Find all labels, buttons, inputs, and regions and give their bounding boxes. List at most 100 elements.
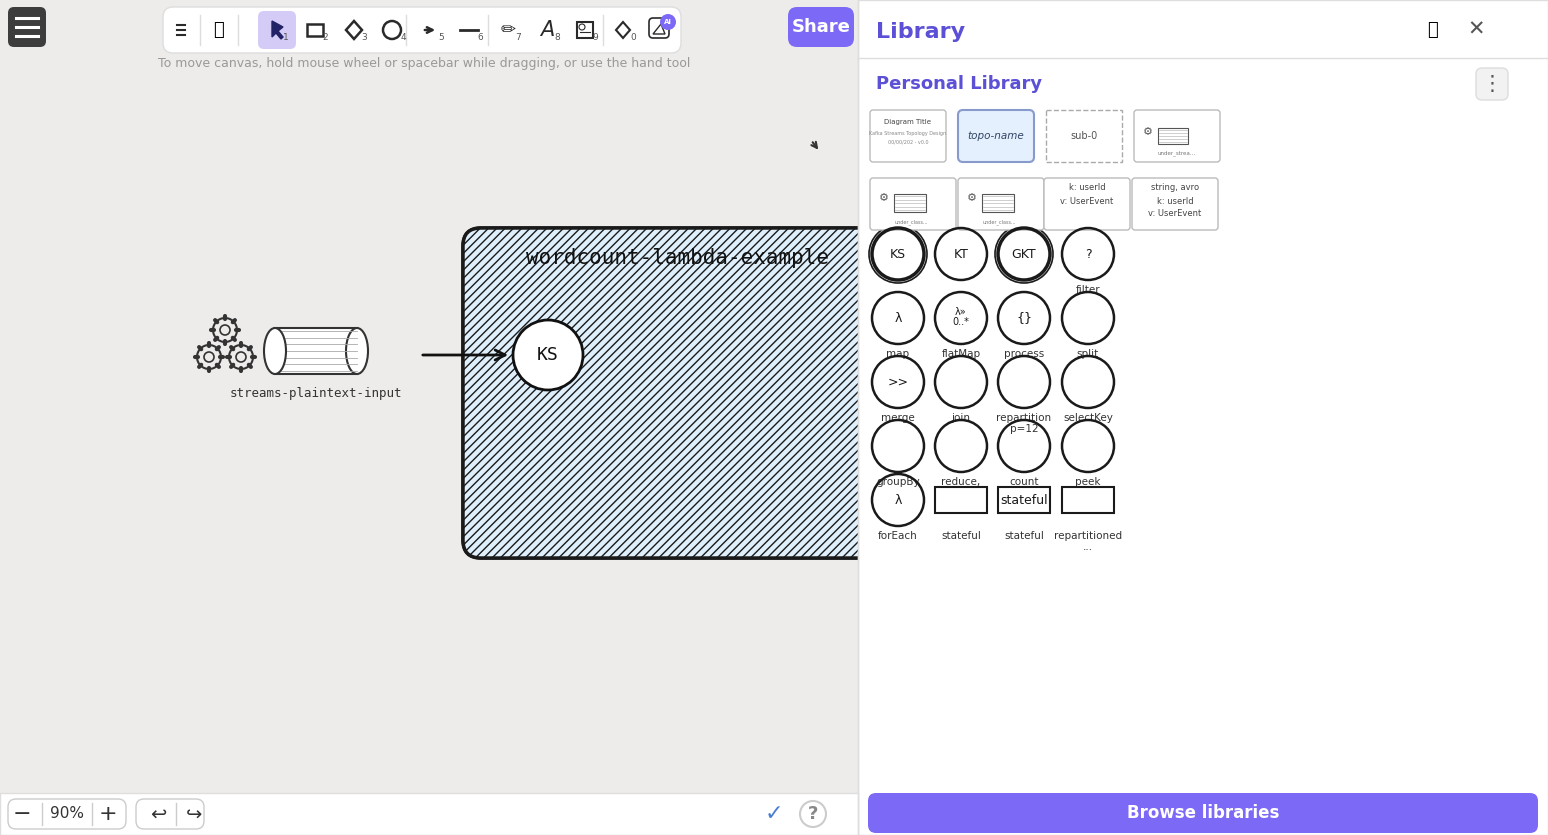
Text: 9: 9 — [593, 33, 598, 43]
Text: 3: 3 — [361, 33, 367, 43]
Text: selectKey: selectKey — [1063, 413, 1113, 423]
Text: KS: KS — [537, 346, 559, 364]
FancyBboxPatch shape — [8, 7, 46, 47]
FancyBboxPatch shape — [136, 799, 204, 829]
Text: Browse libraries: Browse libraries — [1127, 804, 1279, 822]
Bar — [0, 0, 858, 835]
Text: AI: AI — [664, 19, 672, 25]
Text: ✏: ✏ — [500, 21, 515, 39]
Text: filter: filter — [1076, 285, 1101, 295]
Text: Diagram Title: Diagram Title — [884, 119, 932, 125]
Text: p=12: p=12 — [1009, 424, 1039, 434]
Text: topo-name: topo-name — [968, 131, 1025, 141]
Text: join: join — [952, 413, 971, 423]
Text: 7: 7 — [515, 33, 520, 43]
Text: ✕: ✕ — [1468, 20, 1485, 40]
Text: 6: 6 — [477, 33, 483, 43]
Bar — [998, 487, 1050, 513]
FancyBboxPatch shape — [868, 793, 1539, 833]
Text: 00/00/202 - v0.0: 00/00/202 - v0.0 — [887, 139, 929, 144]
Bar — [895, 194, 926, 212]
Text: ↩: ↩ — [150, 804, 166, 823]
FancyBboxPatch shape — [163, 7, 681, 53]
Text: v: UserEvent: v: UserEvent — [1149, 210, 1201, 219]
Text: Share: Share — [791, 18, 850, 36]
FancyBboxPatch shape — [463, 228, 893, 558]
Text: ...: ... — [1084, 542, 1093, 552]
Text: stateful: stateful — [1005, 531, 1043, 541]
FancyBboxPatch shape — [958, 110, 1034, 162]
Text: KT: KT — [954, 247, 969, 261]
Text: Library: Library — [876, 22, 964, 42]
Text: forEach: forEach — [878, 531, 918, 541]
Text: groupBy: groupBy — [876, 477, 920, 487]
Text: 4: 4 — [401, 33, 406, 43]
Text: GKT: GKT — [1012, 247, 1036, 261]
Text: λ»: λ» — [955, 307, 968, 317]
Text: A: A — [540, 20, 554, 40]
Text: 90%: 90% — [50, 807, 84, 822]
Text: split: split — [1077, 349, 1099, 359]
Text: ⚙: ⚙ — [879, 193, 889, 203]
Text: Kafka Streams Topology Design: Kafka Streams Topology Design — [870, 130, 946, 135]
Text: λ: λ — [895, 493, 901, 507]
Text: ✓: ✓ — [765, 804, 783, 824]
Ellipse shape — [347, 328, 368, 374]
Text: ⚙: ⚙ — [968, 193, 977, 203]
Text: flatMap: flatMap — [941, 349, 980, 359]
Text: repartition: repartition — [997, 413, 1051, 423]
Text: −: − — [12, 804, 31, 824]
Bar — [276, 328, 358, 374]
Ellipse shape — [265, 328, 286, 374]
Bar — [0, 793, 858, 835]
Circle shape — [659, 14, 676, 30]
FancyBboxPatch shape — [1475, 68, 1508, 100]
FancyBboxPatch shape — [463, 228, 893, 558]
Text: process: process — [1003, 349, 1043, 359]
Text: 2: 2 — [322, 33, 328, 43]
Text: ?: ? — [1085, 247, 1091, 261]
Bar — [935, 487, 988, 513]
Bar — [1062, 487, 1115, 513]
Bar — [1158, 128, 1187, 144]
Text: k: userId: k: userId — [1068, 184, 1105, 193]
Text: streams-plaintext-input: streams-plaintext-input — [229, 387, 402, 401]
Text: 1: 1 — [283, 33, 289, 43]
Bar — [307, 24, 324, 36]
Text: 8: 8 — [554, 33, 560, 43]
FancyBboxPatch shape — [1043, 178, 1130, 230]
Text: string, avro: string, avro — [1150, 184, 1200, 193]
Text: aggregate: aggregate — [933, 488, 988, 498]
Bar — [981, 194, 1014, 212]
FancyBboxPatch shape — [870, 178, 957, 230]
Circle shape — [512, 320, 584, 390]
Circle shape — [800, 801, 827, 827]
FancyBboxPatch shape — [8, 799, 125, 829]
FancyBboxPatch shape — [1135, 110, 1220, 162]
Text: Personal Library: Personal Library — [876, 75, 1042, 93]
Text: repartitioned: repartitioned — [1054, 531, 1122, 541]
Text: 0..*: 0..* — [952, 317, 969, 327]
Text: {}: {} — [1015, 311, 1033, 325]
Text: peek: peek — [1076, 477, 1101, 487]
Text: count: count — [1009, 477, 1039, 487]
Text: under_class...: under_class... — [983, 219, 1015, 225]
Text: merge: merge — [881, 413, 915, 423]
Text: v: UserEvent: v: UserEvent — [1060, 196, 1113, 205]
Text: ✋: ✋ — [212, 21, 223, 39]
Text: 5: 5 — [438, 33, 444, 43]
Text: ↪: ↪ — [186, 804, 203, 823]
Bar — [577, 22, 593, 38]
Text: To move canvas, hold mouse wheel or spacebar while dragging, or use the hand too: To move canvas, hold mouse wheel or spac… — [158, 58, 690, 70]
Text: map: map — [887, 349, 910, 359]
Polygon shape — [272, 21, 283, 39]
FancyBboxPatch shape — [958, 178, 1043, 230]
Bar — [858, 0, 1548, 835]
Text: ⚙: ⚙ — [1142, 127, 1153, 137]
Bar — [1046, 110, 1122, 162]
FancyBboxPatch shape — [870, 110, 946, 162]
FancyBboxPatch shape — [1132, 178, 1218, 230]
Text: wordcount-lambda-example: wordcount-lambda-example — [526, 248, 830, 268]
Text: reduce,: reduce, — [941, 477, 980, 487]
Text: KS: KS — [890, 247, 906, 261]
